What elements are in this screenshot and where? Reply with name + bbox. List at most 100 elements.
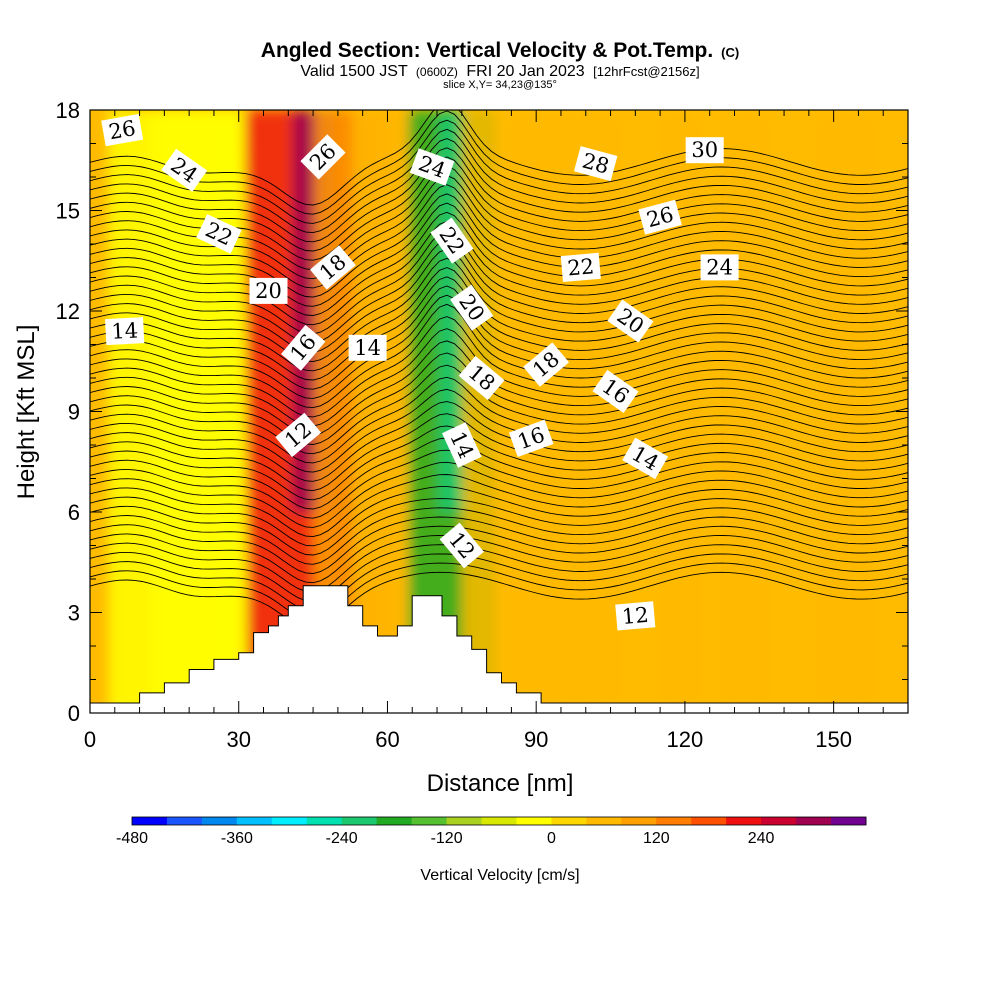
theta-contour-25 <box>90 294 908 399</box>
theta-contour-17 <box>90 388 908 473</box>
theta-contour-27 <box>90 276 908 381</box>
y-axis-label: Height [Kft MSL] <box>13 325 40 500</box>
contour-label-box <box>508 419 554 458</box>
subtitle-valid: Valid 1500 JST <box>300 63 408 80</box>
contour-label-box <box>309 245 356 290</box>
subtitle-date: FRI 20 Jan 2023 <box>466 63 584 80</box>
subtitle-zulu: (0600Z) <box>416 65 458 79</box>
colorbar-swatch-5 <box>306 817 343 825</box>
colorbar-swatch-8 <box>411 817 447 825</box>
theta-contour-2 <box>90 553 908 611</box>
contour-label-19: 22 <box>560 252 601 283</box>
colorbar-frame <box>131 816 867 826</box>
contour-label-box <box>685 137 724 164</box>
colorbar-swatch-11 <box>516 817 552 825</box>
chart-subtitle: Valid 1500 JST (0600Z) FRI 20 Jan 2023 [… <box>300 63 699 80</box>
colorbar <box>131 816 867 826</box>
contour-label-3: 20 <box>249 277 288 304</box>
theta-contour-29 <box>90 257 908 363</box>
theta-contour-45 <box>90 110 908 215</box>
contour-label-box <box>348 334 387 361</box>
x-tick-labels: 0 30 60 90 120 150 <box>84 727 852 752</box>
contour-label-box <box>450 284 494 331</box>
contour-label-box <box>700 254 739 281</box>
x-axis-label: Distance [nm] <box>427 770 574 797</box>
theta-contour-13 <box>90 437 908 510</box>
contour-label-box <box>638 199 682 235</box>
vv-band-9 <box>580 110 690 713</box>
theta-contour-41 <box>90 147 908 252</box>
theta-contour-10 <box>90 474 908 538</box>
contour-label-box <box>560 252 601 283</box>
contour-label-box <box>105 317 145 346</box>
chart-title-main: Angled Section: Vertical Velocity & Pot.… <box>261 39 713 62</box>
colorbar-tick-label: 120 <box>643 830 670 847</box>
theta-contour-16 <box>90 401 908 482</box>
colorbar-swatch-2 <box>201 817 238 825</box>
contour-label-box <box>458 355 505 401</box>
colorbar-tick-label: -120 <box>431 830 463 847</box>
contour-label-box <box>615 601 656 631</box>
contour-label-text: 22 <box>566 254 595 280</box>
theta-contour-43 <box>90 128 908 234</box>
theta-contour-23 <box>90 316 908 418</box>
vv-band-12 <box>829 110 908 713</box>
theta-contour-21 <box>90 340 908 436</box>
y-tick-label: 3 <box>68 601 80 626</box>
theta-contour-11 <box>90 461 908 528</box>
y-tick-label: 18 <box>56 98 80 123</box>
y-tick-label: 0 <box>68 701 80 726</box>
contour-label-box <box>573 146 618 182</box>
contour-label-2: 22 <box>196 214 242 254</box>
contour-label-text: 30 <box>691 138 718 162</box>
contour-label-box <box>101 113 144 147</box>
colorbar-swatch-1 <box>166 817 203 825</box>
contour-label-text: 26 <box>107 116 137 144</box>
contour-label-8: 14 <box>348 334 387 361</box>
contour-label-25: 26 <box>638 199 682 235</box>
colorbar-tick-labels: -480 -360 -240 -120 0 120 240 <box>116 830 775 847</box>
contour-label-box <box>430 217 474 264</box>
contour-label-box <box>523 342 570 387</box>
contour-label-box <box>300 134 346 180</box>
colorbar-swatch-4 <box>271 817 308 825</box>
theta-contour-15 <box>90 413 908 492</box>
subtitle-forecast: [12hrFcst@2156z] <box>593 64 699 79</box>
contour-label-26: 24 <box>700 254 739 281</box>
colorbar-swatch-12 <box>551 817 587 825</box>
contour-label-box <box>281 324 326 371</box>
slice-info: slice X,Y= 34,23@135° <box>443 79 557 91</box>
contour-label-6: 18 <box>309 245 356 290</box>
colorbar-swatch-9 <box>446 817 482 825</box>
theta-contour-24 <box>90 303 908 409</box>
colorbar-tick-label: -480 <box>116 830 148 847</box>
theta-contour-37 <box>90 184 908 289</box>
theta-contour-0 <box>90 571 908 630</box>
theta-contour-44 <box>90 119 908 224</box>
theta-contour-8 <box>90 498 908 556</box>
x-tick-label: 30 <box>226 727 250 752</box>
vertical-velocity-field <box>90 110 908 713</box>
contour-label-box <box>439 522 484 569</box>
contour-label-22: 14 <box>622 437 669 480</box>
colorbar-tick-label: -360 <box>221 830 253 847</box>
chart-title-mark: (C) <box>721 45 739 60</box>
colorbar-swatch-17 <box>726 817 762 825</box>
theta-contour-20 <box>90 352 908 445</box>
contour-label-box <box>592 369 639 413</box>
x-tick-label: 120 <box>667 727 704 752</box>
contour-label-box <box>622 437 669 480</box>
theta-contour-33 <box>90 221 908 326</box>
colorbar-swatch-0 <box>132 817 168 825</box>
contour-label-text: 20 <box>255 279 282 303</box>
theta-contour-6 <box>90 516 908 574</box>
theta-contour-34 <box>90 211 908 316</box>
terrain <box>90 585 908 713</box>
colorbar-swatch-6 <box>341 817 378 825</box>
y-tick-label: 9 <box>68 400 80 425</box>
theta-contour-30 <box>90 248 908 353</box>
colorbar-swatch-16 <box>691 817 727 825</box>
contour-label-4: 14 <box>105 317 145 346</box>
